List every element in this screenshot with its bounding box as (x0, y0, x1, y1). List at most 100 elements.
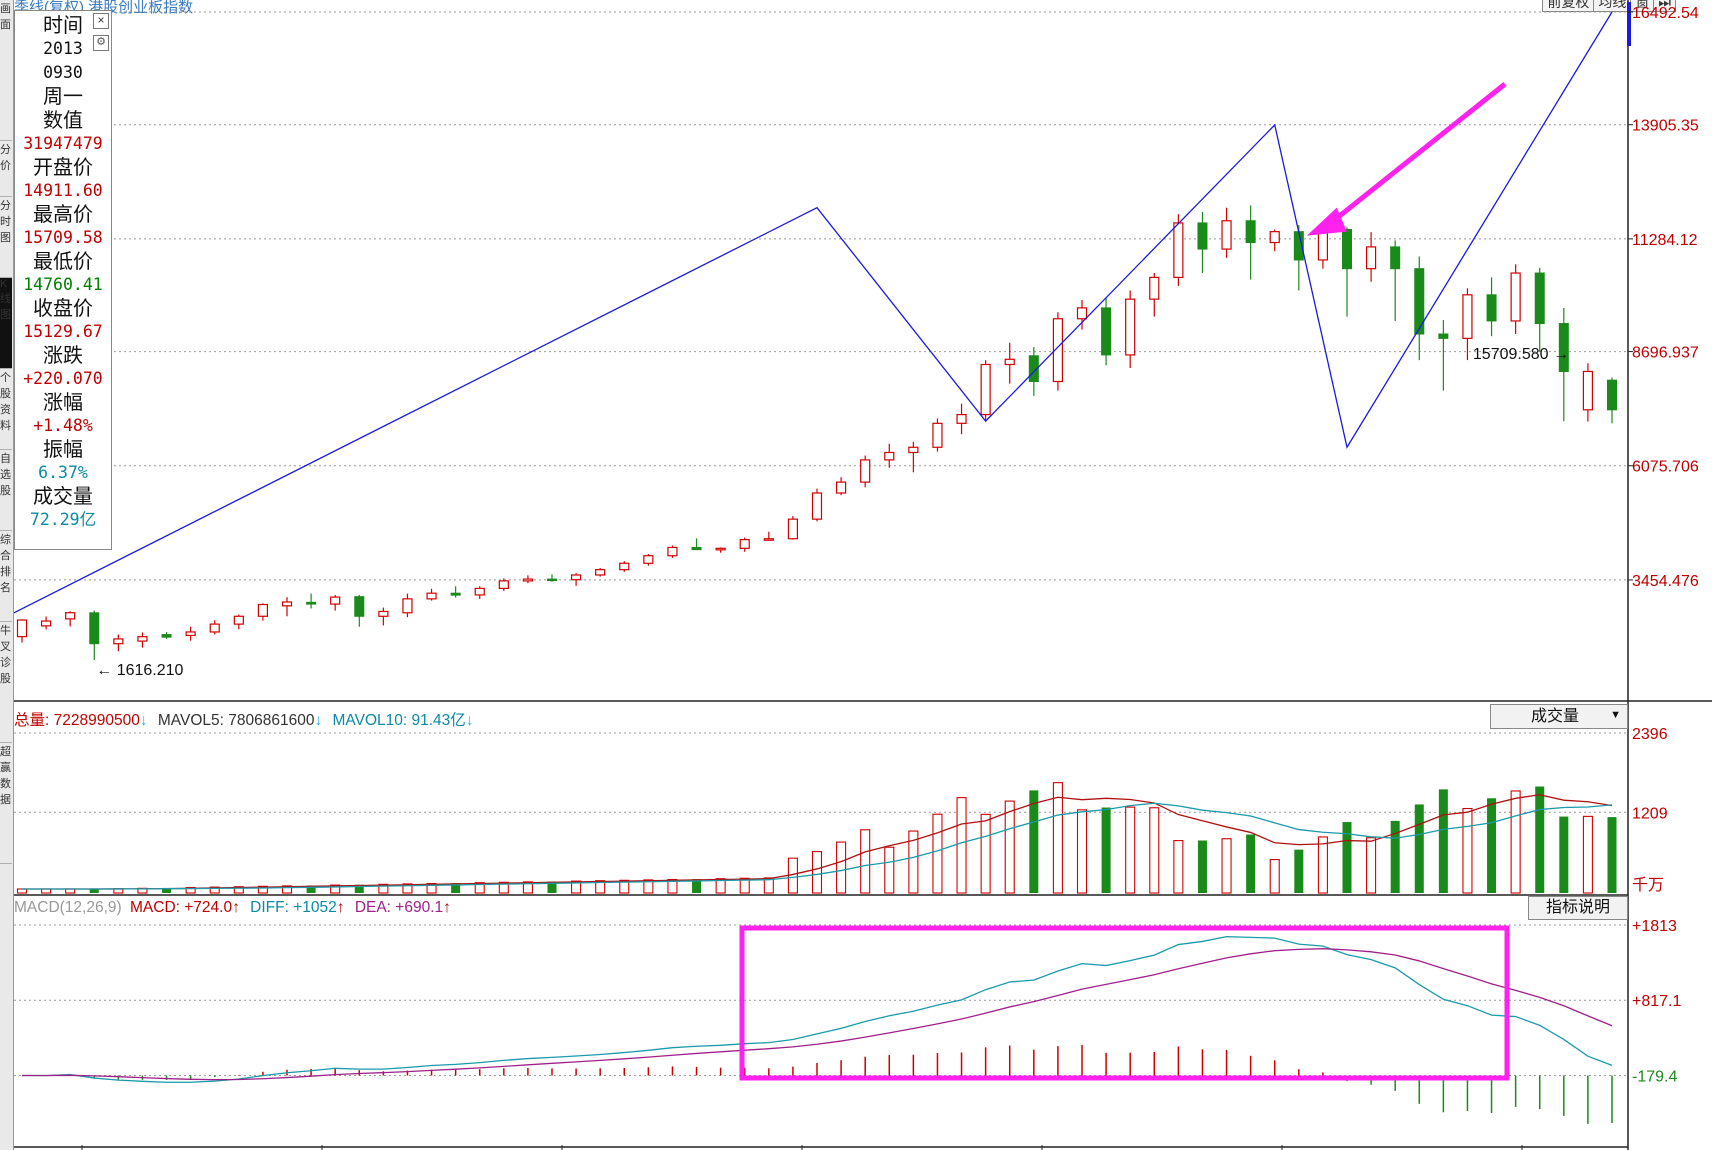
volume-bar (908, 830, 919, 894)
volume-bar (185, 886, 196, 894)
volume-bar (1438, 789, 1448, 893)
info-label: 最低价 (33, 251, 93, 273)
volume-bar (89, 888, 99, 893)
volume-bar (811, 851, 823, 894)
gear-icon[interactable]: ⚙ (93, 35, 109, 51)
left-tab[interactable]: 自选股 (0, 450, 12, 531)
low-label: ← 1616.210 (96, 662, 183, 679)
candle-body (1582, 370, 1594, 411)
volume-bar (354, 884, 364, 893)
candle-body (570, 574, 582, 581)
info-value: 31947479 (23, 134, 103, 153)
volume-bar (547, 881, 557, 893)
macd-tick-label: +817.1 (1632, 993, 1681, 1010)
info-value: 14760.41 (23, 275, 103, 294)
candle-body (956, 413, 967, 424)
volume-bar (884, 846, 895, 894)
info-label: 涨幅 (43, 392, 83, 414)
price-tick-label: 8696.937 (1632, 345, 1699, 362)
candle-body (426, 592, 437, 600)
price-tick-label: 3454.476 (1632, 573, 1699, 590)
volume-bar (1414, 804, 1424, 893)
info-value: 14911.60 (23, 181, 103, 200)
candle-body (1101, 307, 1112, 356)
volume-bar (739, 877, 750, 894)
left-tab[interactable]: K线图 (0, 278, 12, 369)
left-tab[interactable]: 分时图 (0, 197, 12, 278)
left-tab[interactable]: 分价 (0, 141, 12, 197)
volume-bar (1197, 840, 1207, 893)
arrow-down-icon: ↓ (139, 712, 148, 729)
candle-body (1510, 272, 1521, 322)
mavol5-line (22, 794, 1613, 890)
candle-body (908, 446, 919, 454)
volume-bar (1294, 849, 1304, 893)
left-tab[interactable]: 牛叉诊股 (0, 622, 12, 743)
candle-body (257, 603, 269, 617)
scroll-indicator (1627, 2, 1631, 46)
info-label: 时间 (43, 15, 83, 37)
candle-body (595, 569, 606, 576)
price-tick-label: 6075.706 (1632, 459, 1699, 476)
candle-body (643, 555, 654, 564)
diff-value: DIFF: +1052 (250, 899, 337, 916)
volume-bar (1052, 782, 1063, 894)
volume-bar (619, 879, 630, 894)
info-label: 振幅 (43, 439, 83, 461)
volume-bar (1004, 800, 1015, 894)
candle-body (1245, 220, 1256, 244)
candle-body (1076, 307, 1088, 320)
candle-body (787, 518, 799, 540)
volume-bar (643, 879, 654, 894)
dea-line (21, 948, 1613, 1081)
volume-bar (1535, 786, 1545, 893)
candle-body (378, 610, 389, 617)
candle-body (932, 422, 943, 448)
volume-legend: 总量: 7228990500↓ MAVOL5: 7806861600↓ MAVO… (14, 708, 474, 730)
volume-bar (1510, 790, 1521, 894)
annotation-arrow-head (1306, 207, 1347, 236)
candle-body (884, 451, 895, 461)
left-tab[interactable]: 画面 (0, 0, 12, 141)
candle-body (113, 638, 124, 645)
price-tick-label: 11284.12 (1632, 232, 1698, 249)
info-value: 15129.67 (23, 322, 103, 341)
info-label: 最高价 (33, 204, 93, 226)
volume-bar (595, 880, 606, 894)
volume-bar (1390, 820, 1400, 893)
volume-bar (330, 884, 341, 894)
left-tab[interactable]: 超赢数据 (0, 743, 12, 864)
candle-body (1197, 222, 1208, 250)
volume-tick-label: 1209 (1632, 805, 1668, 822)
volume-bar (1221, 838, 1232, 894)
close-icon[interactable]: × (93, 13, 109, 29)
volume-bar (522, 881, 533, 894)
next-icon[interactable]: ⏭ (1653, 0, 1676, 12)
candle-body (739, 539, 750, 549)
indicator-help-button[interactable]: 指标说明 (1528, 896, 1628, 920)
candle-body (1607, 379, 1617, 411)
left-tab[interactable]: 个股资料 (0, 369, 12, 450)
arrow-up-icon: ↑ (336, 899, 345, 916)
volume-bar (667, 878, 678, 894)
candle-body (1438, 333, 1449, 339)
trend-line (13, 11, 1613, 614)
dropdown-label: 成交量 (1531, 708, 1580, 725)
volume-indicator-dropdown[interactable]: 成交量 ▼ (1490, 704, 1628, 729)
arrow-down-icon: ↓ (465, 712, 474, 729)
left-tab[interactable]: 综合排名 (0, 531, 12, 622)
candle-body (89, 612, 100, 645)
candle-body (1365, 246, 1377, 270)
volume-bar (1029, 790, 1039, 893)
volume-bar (1342, 822, 1352, 893)
candle-body (1558, 323, 1569, 372)
volume-bar (571, 880, 582, 894)
price-tick-label: 16492.54 (1632, 5, 1699, 22)
volume-bar (1366, 837, 1377, 894)
volume-bar (1462, 807, 1473, 894)
info-label: 收盘价 (33, 298, 93, 320)
volume-bar (836, 841, 847, 894)
volume-bar (209, 886, 220, 894)
candle-body (498, 580, 509, 589)
volume-bar (306, 885, 316, 893)
